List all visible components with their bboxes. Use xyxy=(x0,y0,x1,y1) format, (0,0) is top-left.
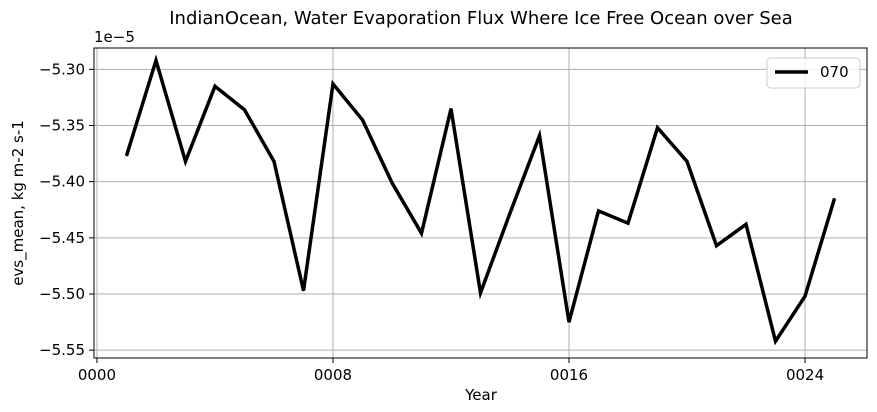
x-axis-label: Year xyxy=(464,386,498,404)
data-point xyxy=(568,321,570,323)
data-point xyxy=(479,292,482,294)
y-offset-label: 1e−5 xyxy=(94,28,135,46)
y-tick-label: −5.40 xyxy=(39,173,85,191)
data-point xyxy=(391,182,393,184)
data-point xyxy=(715,245,718,247)
x-tick-label: 0008 xyxy=(314,366,352,384)
data-point xyxy=(774,340,777,342)
data-point xyxy=(450,108,452,110)
data-point xyxy=(597,210,600,212)
y-axis-ticks: −5.55 −5.50 −5.45 −5.40 −5.35 −5.30 xyxy=(39,60,94,359)
data-point xyxy=(833,197,836,200)
legend-box xyxy=(766,57,861,89)
y-tick-label: −5.35 xyxy=(39,117,85,135)
y-tick-label: −5.55 xyxy=(39,341,85,359)
series-layer xyxy=(124,54,837,346)
chart-title: IndianOcean, Water Evaporation Flux Wher… xyxy=(169,8,793,29)
data-point xyxy=(332,83,334,85)
y-tick-label: −5.50 xyxy=(39,285,85,303)
y-axis-label: evs_mean, kg m-2 s-1 xyxy=(9,120,28,286)
data-point xyxy=(361,119,364,121)
x-axis-ticks: 0000 0008 0016 0024 xyxy=(78,358,824,384)
data-point xyxy=(627,222,629,224)
data-point xyxy=(686,160,688,163)
legend: 070 xyxy=(766,57,861,89)
y-tick-label: −5.30 xyxy=(39,60,85,78)
data-point xyxy=(243,109,246,111)
data-point xyxy=(155,59,157,61)
data-point xyxy=(420,232,423,234)
data-point xyxy=(184,160,187,163)
data-point xyxy=(745,223,747,225)
data-point xyxy=(538,135,541,137)
data-point xyxy=(509,212,511,214)
data-point xyxy=(302,290,305,292)
data-point xyxy=(125,155,128,157)
x-tick-label: 0000 xyxy=(78,366,116,384)
data-point xyxy=(804,295,806,297)
x-tick-label: 0024 xyxy=(786,366,824,384)
data-point xyxy=(656,127,659,129)
plot-frame xyxy=(93,47,868,359)
y-tick-label: −5.45 xyxy=(39,229,85,247)
x-tick-label: 0016 xyxy=(550,366,588,384)
data-point xyxy=(214,85,216,87)
data-point xyxy=(273,160,275,163)
legend-label: 070 xyxy=(820,63,849,81)
